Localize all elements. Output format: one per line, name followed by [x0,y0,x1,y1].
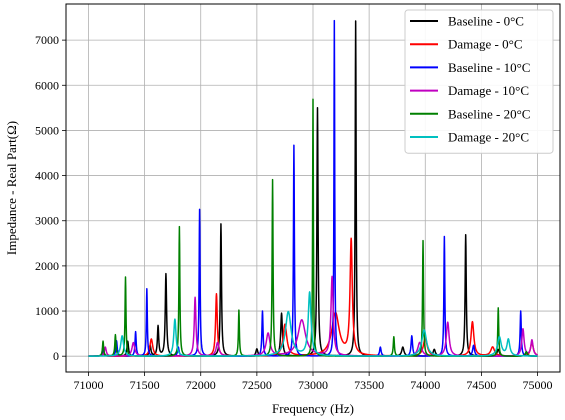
y-tick-label: 2000 [35,259,59,273]
legend-box [404,9,554,154]
y-tick-label: 6000 [35,78,59,92]
x-tick-label: 74500 [466,378,496,392]
legend-label: Damage - 10°C [448,83,529,98]
x-tick-label: 73000 [298,378,328,392]
legend-label: Baseline - 20°C [448,106,530,121]
x-tick-label: 74000 [410,378,440,392]
x-tick-label: 71000 [73,378,103,392]
legend: Baseline - 0°C Damage - 0°C Baseline - 10°… [404,9,554,154]
y-tick-label: 4000 [35,169,59,183]
legend-label: Damage - 20°C [448,130,529,145]
y-axis-label: Impedance - Real Part(Ω) [4,121,19,255]
series-line-5 [87,291,539,357]
axis-ticks: 71000 71500 72000 72500 73000 73500 74000 74500… [35,33,553,392]
legend-label: Baseline - 0°C [448,14,524,29]
x-tick-label: 73500 [354,378,384,392]
y-tick-label: 5000 [35,123,59,137]
x-tick-label: 75000 [523,378,553,392]
x-tick-label: 72500 [242,378,272,392]
y-tick-label: 3000 [35,214,59,228]
plot-lines [87,19,539,357]
x-tick-label: 72000 [186,378,216,392]
legend-label: Baseline - 10°C [448,60,530,75]
y-tick-label: 1000 [35,304,59,318]
legend-label: Damage - 0°C [448,37,523,52]
y-tick-label: 0 [53,349,59,363]
x-tick-label: 71500 [130,378,160,392]
x-axis-label: Frequency (Hz) [272,401,354,416]
y-tick-label: 7000 [35,33,59,47]
